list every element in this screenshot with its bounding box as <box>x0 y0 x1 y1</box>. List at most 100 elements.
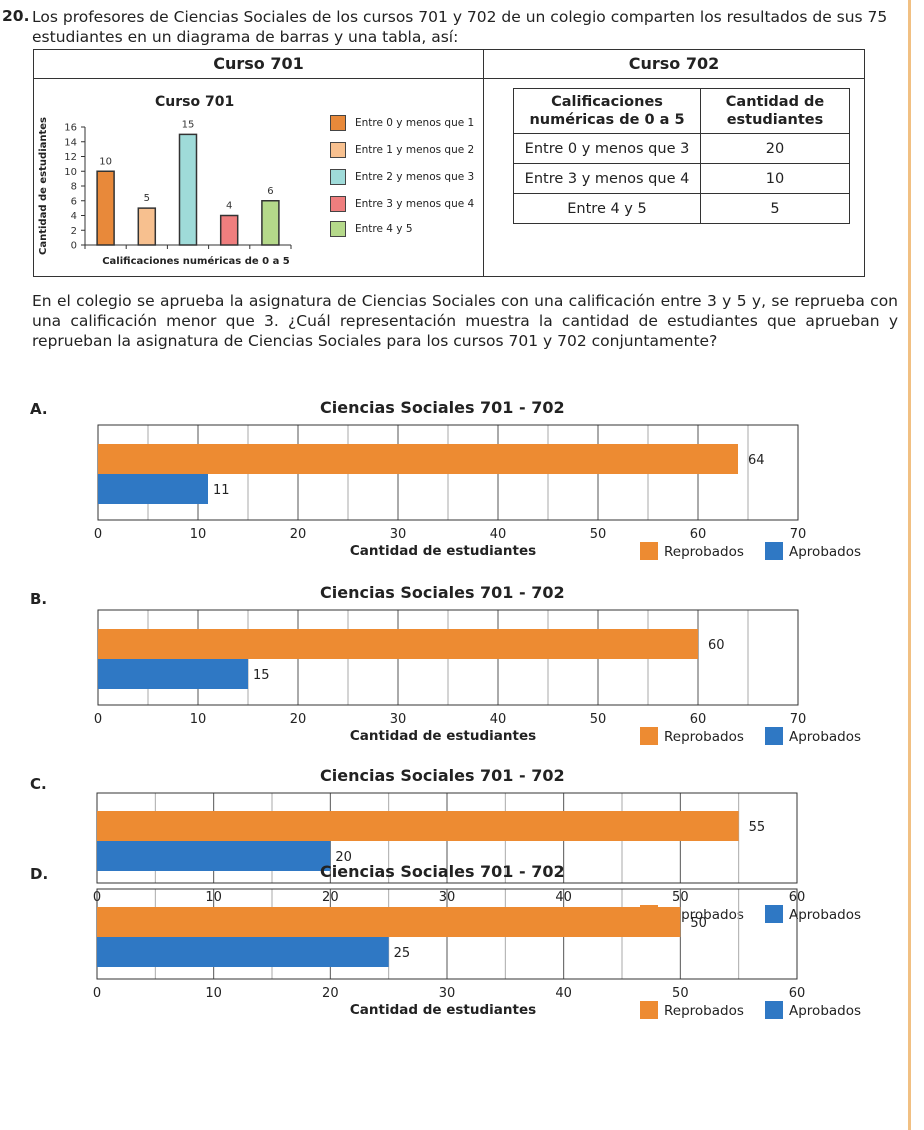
question-intro: Los profesores de Ciencias Sociales de l… <box>32 8 888 46</box>
legend-swatch <box>330 196 346 212</box>
option-c-label[interactable]: C. <box>30 775 47 793</box>
bar-value-label: 11 <box>213 483 230 498</box>
x-axis-title: Cantidad de estudiantes <box>350 728 536 744</box>
option-a-chart[interactable]: 64 11 0 10 20 30 40 50 60 70 Cantidad de estudiant… <box>80 420 880 570</box>
bar-aprobados <box>98 659 248 689</box>
bar-value-label: 10 <box>99 156 112 167</box>
curso-702-header: Curso 702 <box>484 50 864 79</box>
option-a-title: Ciencias Sociales 701 - 702 <box>320 398 565 417</box>
y-tick-label: 0 <box>71 241 77 252</box>
table-cell-count: 20 <box>700 133 850 164</box>
option-a-label[interactable]: A. <box>30 400 48 418</box>
legend-item-0-1: Entre 0 y menos que 1 <box>330 115 474 131</box>
x-tick-label: 10 <box>190 712 207 727</box>
option-c-chart[interactable]: 55200102030405060Cantidad de estudiantes… <box>80 788 880 938</box>
bar-aprobados <box>97 841 331 871</box>
option-c-title: Ciencias Sociales 701 - 702 <box>320 766 565 785</box>
option-d-chart[interactable]: 50 25 0 10 20 30 40 50 60 Cantidad de estudiantes… <box>80 884 880 1034</box>
table-cell-count: 10 <box>700 163 850 194</box>
x-tick-label: 30 <box>390 712 407 727</box>
right-margin-bar <box>908 0 911 1130</box>
legend-item-2-3: Entre 2 y menos que 3 <box>330 169 474 185</box>
y-tick-label: 16 <box>64 123 77 134</box>
legend-item-4-5: Entre 4 y 5 <box>330 221 413 237</box>
x-tick-label: 70 <box>790 527 807 542</box>
x-tick-label: 0 <box>93 986 101 1001</box>
legend-swatch-aprobados <box>765 905 783 923</box>
y-tick-label: 6 <box>71 196 77 207</box>
bar-reprobados <box>98 629 698 659</box>
legend-label: Entre 0 y menos que 1 <box>355 117 475 129</box>
x-tick-label: 50 <box>672 986 689 1001</box>
bar-value-label: 5 <box>144 193 150 204</box>
bar-value-label: 55 <box>749 820 766 835</box>
legend-label: Entre 1 y menos que 2 <box>355 144 475 156</box>
bar-reprobados <box>97 811 739 841</box>
option-d-label[interactable]: D. <box>30 865 49 883</box>
legend-swatch <box>330 221 346 237</box>
x-tick-label: 40 <box>490 712 507 727</box>
option-b-label[interactable]: B. <box>30 590 48 608</box>
x-axis-title: Calificaciones numéricas de 0 a 5 <box>102 255 290 267</box>
curso-701-chart-title: Curso 701 <box>155 94 235 110</box>
curso-701-header: Curso 701 <box>34 50 483 79</box>
table-cell-range: Entre 3 y menos que 4 <box>513 163 701 194</box>
y-tick-label: 12 <box>64 152 77 163</box>
bar-value-label: 20 <box>335 850 352 865</box>
bar-reprobados <box>98 444 738 474</box>
legend-item-1-2: Entre 1 y menos que 2 <box>330 142 474 158</box>
table-row: Entre 0 y menos que 3 20 <box>513 133 850 164</box>
curso-701-legend: Entre 0 y menos que 1 Entre 1 y menos qu… <box>330 115 480 245</box>
legend-swatch <box>330 115 346 131</box>
legend-label: Entre 4 y 5 <box>355 223 413 235</box>
bar-aprobados <box>98 474 208 504</box>
legend-swatch-aprobados <box>765 542 783 560</box>
x-tick-label: 60 <box>690 527 707 542</box>
legend-swatch-reprobados <box>640 727 658 745</box>
legend-label-aprobados: Aprobados <box>789 544 861 560</box>
legend-item-3-4: Entre 3 y menos que 4 <box>330 196 474 212</box>
x-tick-label: 60 <box>789 986 806 1001</box>
x-tick-label: 20 <box>290 527 307 542</box>
table-cell-count: 5 <box>700 193 850 224</box>
question-paragraph: En el colegio se aprueba la asignatura d… <box>32 292 898 350</box>
x-tick-label: 40 <box>490 527 507 542</box>
x-tick-label: 10 <box>190 527 207 542</box>
bar-value-label: 25 <box>394 946 411 961</box>
bar-value-label: 4 <box>226 201 232 212</box>
curso-701-bar-chart: 0 2 4 6 8 10 12 14 16 10 5 15 4 6 Calificaciones numér… <box>38 117 292 267</box>
bar-value-label: 64 <box>748 453 765 468</box>
option-b-title: Ciencias Sociales 701 - 702 <box>320 583 565 602</box>
x-tick-label: 0 <box>94 712 102 727</box>
bar-value-label: 60 <box>708 638 725 653</box>
legend-label: Entre 3 y menos que 4 <box>355 198 475 210</box>
bar-value-label: 6 <box>267 186 273 197</box>
legend-swatch <box>330 142 346 158</box>
table-cell-range: Entre 0 y menos que 3 <box>513 133 701 164</box>
legend-label-reprobados: Reprobados <box>664 729 744 745</box>
bar <box>137 207 157 246</box>
table-header-count: Cantidad de estudiantes <box>700 88 850 134</box>
bar-value-label: 15 <box>253 668 270 683</box>
x-tick-label: 40 <box>555 986 572 1001</box>
bar-reprobados <box>97 907 681 937</box>
legend-swatch <box>330 169 346 185</box>
x-tick-label: 60 <box>690 712 707 727</box>
legend-label: Entre 2 y menos que 3 <box>355 171 475 183</box>
table-row: Entre 3 y menos que 4 10 <box>513 163 850 194</box>
option-b-chart[interactable]: 60 15 0 10 20 30 40 50 60 70 Cantidad de estudiant… <box>80 605 880 755</box>
x-tick-label: 70 <box>790 712 807 727</box>
data-box: Curso 701 Curso 702 <box>33 49 865 277</box>
x-tick-label: 0 <box>94 527 102 542</box>
x-axis-title: Cantidad de estudiantes <box>350 1002 536 1018</box>
curso-702-table: Calificaciones numéricas de 0 a 5 Cantid… <box>513 88 850 224</box>
bar <box>96 170 115 246</box>
bar-value-label: 50 <box>690 916 707 931</box>
x-tick-label: 20 <box>322 986 339 1001</box>
bar <box>178 133 198 246</box>
legend-swatch-reprobados <box>640 542 658 560</box>
legend-swatch-reprobados <box>640 1001 658 1019</box>
table-header-row: Calificaciones numéricas de 0 a 5 Cantid… <box>513 88 850 134</box>
y-tick-label: 10 <box>64 167 77 178</box>
y-tick-label: 14 <box>64 137 77 148</box>
